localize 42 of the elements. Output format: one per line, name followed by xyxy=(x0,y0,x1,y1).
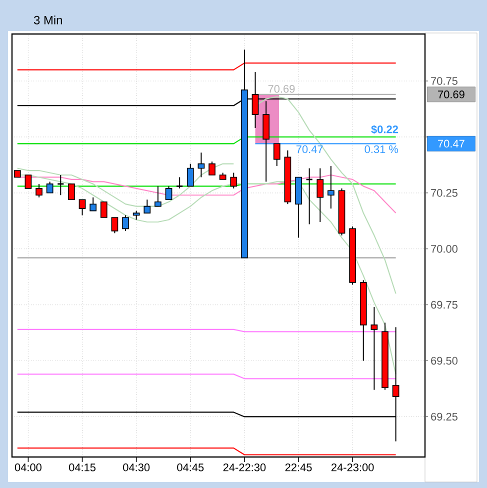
candlestick xyxy=(176,176,184,189)
annotation: 0.31 % xyxy=(364,145,398,154)
x-tick-label: 04:45 xyxy=(177,464,204,472)
x-tick-label: 22:45 xyxy=(285,464,312,472)
ref-line-label: 70.69 xyxy=(268,84,295,93)
candlestick xyxy=(316,168,324,222)
x-tick-label: 24-22:30 xyxy=(223,464,266,472)
candlestick xyxy=(100,201,108,218)
candlestick xyxy=(273,143,280,167)
candlestick xyxy=(46,181,54,194)
chart-title: 3 Min xyxy=(34,16,62,24)
candlestick xyxy=(328,166,334,210)
candlestick xyxy=(165,186,172,200)
text: 70.69 xyxy=(438,90,464,98)
candlestick xyxy=(68,184,75,200)
y-tick-label: 70.00 xyxy=(431,244,458,253)
candlestick xyxy=(111,217,118,234)
x-tick-label: 04:00 xyxy=(14,464,42,472)
candlestick xyxy=(144,199,151,214)
y-tick-label: 69.25 xyxy=(431,412,458,421)
x-tick-label: 04:15 xyxy=(68,464,96,472)
candlestick xyxy=(36,183,42,198)
candlestick xyxy=(208,161,216,176)
candlestick xyxy=(154,186,162,207)
annotation: $0.22 xyxy=(371,125,398,134)
y-tick-label: 69.50 xyxy=(431,356,458,365)
y-tick-label: 69.75 xyxy=(431,300,458,309)
candlestick xyxy=(370,306,378,390)
candlestick xyxy=(78,199,86,216)
candlestick xyxy=(56,174,64,196)
x-tick-label: 24-23:00 xyxy=(331,464,374,472)
text: 70.47 xyxy=(438,140,464,148)
candlestick xyxy=(90,196,97,212)
x-tick-label: 04:30 xyxy=(123,464,150,472)
candlestick xyxy=(230,172,238,189)
candlestick xyxy=(198,152,205,178)
candlestick xyxy=(186,163,194,187)
ref-line-label: 70.47 xyxy=(296,145,323,154)
candlestick xyxy=(122,214,129,232)
y-tick-label: 70.75 xyxy=(431,77,458,85)
y-tick-label: 70.25 xyxy=(431,189,458,197)
candlestick xyxy=(24,174,32,189)
